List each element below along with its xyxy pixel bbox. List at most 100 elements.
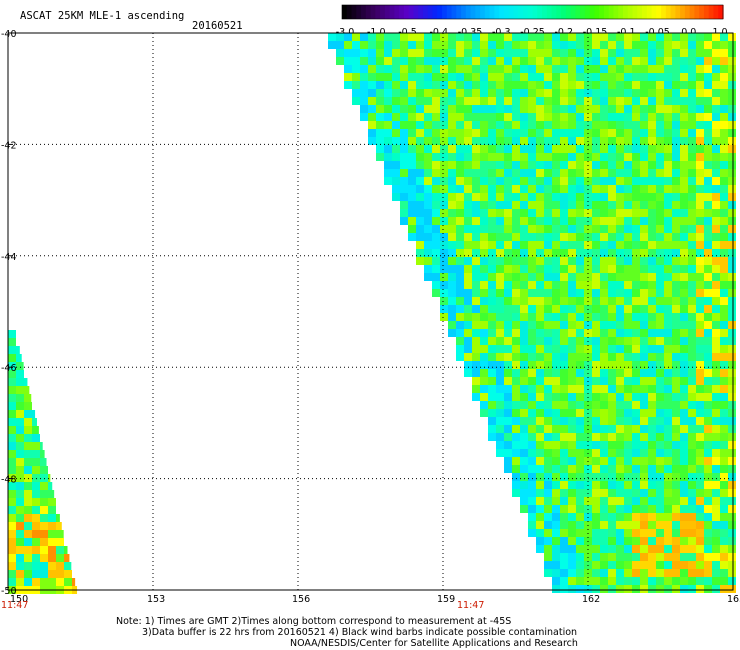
- swath-cell: [464, 65, 472, 73]
- swath-cell: [720, 465, 728, 473]
- swath-cell: [408, 153, 416, 161]
- swath-cell: [640, 113, 648, 121]
- swath-cell: [520, 481, 528, 489]
- swath-cell: [728, 393, 736, 401]
- swath-cell: [656, 449, 664, 457]
- swath-cell: [672, 449, 680, 457]
- colorbar-segment: [613, 5, 619, 19]
- swath-cell: [624, 521, 632, 529]
- swath-cell: [24, 506, 32, 514]
- swath-cell: [616, 257, 624, 265]
- swath-cell: [608, 201, 616, 209]
- swath-cell: [560, 553, 568, 561]
- swath-cell: [16, 522, 24, 530]
- swath-cell: [536, 417, 544, 425]
- colorbar-segment: [627, 5, 634, 19]
- swath-cell: [496, 137, 504, 145]
- swath-cell: [520, 441, 528, 449]
- swath-cell: [632, 65, 640, 73]
- swath-cell: [480, 201, 488, 209]
- swath-cell: [40, 570, 48, 578]
- swath-cell: [680, 169, 688, 177]
- swath-cell: [432, 265, 440, 273]
- swath-cell: [680, 569, 688, 577]
- swath-cell: [608, 521, 616, 529]
- swath-cell: [624, 41, 632, 49]
- swath-cell: [600, 161, 608, 169]
- swath-cell: [728, 129, 736, 137]
- swath-cell: [520, 33, 528, 41]
- swath-cell: [544, 393, 552, 401]
- swath-cell: [464, 137, 472, 145]
- swath-cell: [640, 225, 648, 233]
- swath-cell: [56, 562, 64, 570]
- swath-cell: [672, 457, 680, 465]
- swath-cell: [496, 249, 504, 257]
- swath-cell: [456, 97, 464, 105]
- swath-cell: [664, 225, 672, 233]
- swath-cell: [688, 89, 696, 97]
- swath-cell: [480, 113, 488, 121]
- colorbar-segment: [603, 5, 610, 19]
- swath-cell: [424, 105, 432, 113]
- swath-cell: [512, 177, 520, 185]
- swath-cell: [560, 257, 568, 265]
- swath-cell: [648, 313, 656, 321]
- swath-cell: [648, 89, 656, 97]
- swath-cell: [696, 97, 704, 105]
- swath-cell: [424, 81, 432, 89]
- swath-cell: [504, 297, 512, 305]
- swath-cell: [552, 81, 560, 89]
- swath-cell: [576, 225, 584, 233]
- swath-cell: [696, 369, 704, 377]
- swath-cell: [680, 585, 688, 593]
- swath-cell: [576, 313, 584, 321]
- swath-cell: [408, 73, 416, 81]
- swath-cell: [656, 465, 664, 473]
- swath-cell: [528, 305, 536, 313]
- swath-cell: [704, 521, 712, 529]
- swath-cell: [536, 273, 544, 281]
- swath-cell: [472, 33, 480, 41]
- swath-cell: [664, 129, 672, 137]
- swath-cell: [704, 465, 712, 473]
- swath-cell: [656, 393, 664, 401]
- swath-cell: [552, 537, 560, 545]
- swath-cell: [624, 273, 632, 281]
- swath-cell: [464, 361, 472, 369]
- swath-cell: [488, 137, 496, 145]
- swath-cell: [496, 281, 504, 289]
- swath-cell: [520, 209, 528, 217]
- swath-cell: [640, 217, 648, 225]
- swath-cell: [472, 385, 480, 393]
- swath-cell: [544, 265, 552, 273]
- swath-cell: [712, 585, 720, 593]
- swath-cell: [640, 473, 648, 481]
- swath-cell: [472, 281, 480, 289]
- swath-cell: [544, 449, 552, 457]
- swath-cell: [8, 450, 16, 458]
- swath-cell: [384, 113, 392, 121]
- swath-cell: [624, 249, 632, 257]
- swath-cell: [488, 273, 496, 281]
- swath-cell: [704, 561, 712, 569]
- swath-cell: [544, 537, 552, 545]
- swath-cell: [640, 281, 648, 289]
- swath-cell: [688, 505, 696, 513]
- swath-cell: [728, 425, 736, 433]
- swath-cell: [712, 433, 720, 441]
- swath-cell: [728, 505, 736, 513]
- swath-cell: [688, 281, 696, 289]
- swath-cell: [720, 585, 728, 593]
- swath-cell: [416, 105, 424, 113]
- swath-cell: [688, 217, 696, 225]
- swath-cell: [400, 41, 408, 49]
- swath-cell: [640, 97, 648, 105]
- swath-cell: [648, 289, 656, 297]
- swath-cell: [728, 345, 736, 353]
- swath-cell: [712, 409, 720, 417]
- swath-cell: [40, 562, 48, 570]
- swath-cell: [664, 449, 672, 457]
- swath-cell: [696, 241, 704, 249]
- swath-cell: [688, 361, 696, 369]
